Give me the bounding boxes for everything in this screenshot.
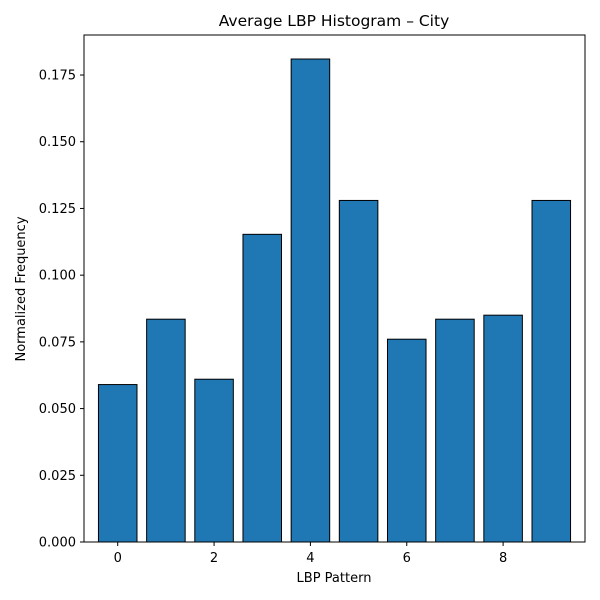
- x-ticks-group: 0 2 4 6 8: [114, 542, 507, 566]
- plot-frame: [83, 34, 586, 543]
- bars-group: [97, 58, 572, 543]
- bar-1: [146, 318, 186, 543]
- chart-title: Average LBP Histogram – City: [219, 12, 450, 30]
- bar-8: [483, 314, 523, 543]
- bar-3: [242, 233, 283, 543]
- x-tick-label: 4: [306, 551, 314, 566]
- x-tick-label: 6: [403, 551, 411, 566]
- bar-4: [290, 58, 331, 543]
- y-tick-label: 0.175: [39, 69, 76, 84]
- y-tick-label: 0.025: [39, 469, 76, 484]
- y-tick-label: 0.150: [39, 135, 76, 150]
- x-tick-label: 2: [210, 551, 218, 566]
- x-tick-label: 0: [114, 551, 122, 566]
- bar-2: [194, 378, 234, 543]
- y-axis-label: Normalized Frequency: [14, 216, 29, 361]
- bar-0: [97, 384, 138, 543]
- x-tick-label: 8: [499, 551, 507, 566]
- bar-6: [386, 338, 427, 543]
- y-tick-label: 0.000: [39, 536, 76, 551]
- y-ticks-group: 0.000 0.025 0.050 0.075 0.100 0.125 0.150 0.175: [39, 69, 84, 551]
- y-tick-label: 0.075: [39, 335, 76, 350]
- y-tick-label: 0.100: [39, 269, 76, 284]
- bar-5: [338, 199, 379, 543]
- y-tick-label: 0.050: [39, 402, 76, 417]
- x-axis-label: LBP Pattern: [297, 571, 372, 586]
- y-tick-label: 0.125: [39, 202, 76, 217]
- bar-7: [435, 318, 475, 543]
- bar-9: [531, 199, 572, 543]
